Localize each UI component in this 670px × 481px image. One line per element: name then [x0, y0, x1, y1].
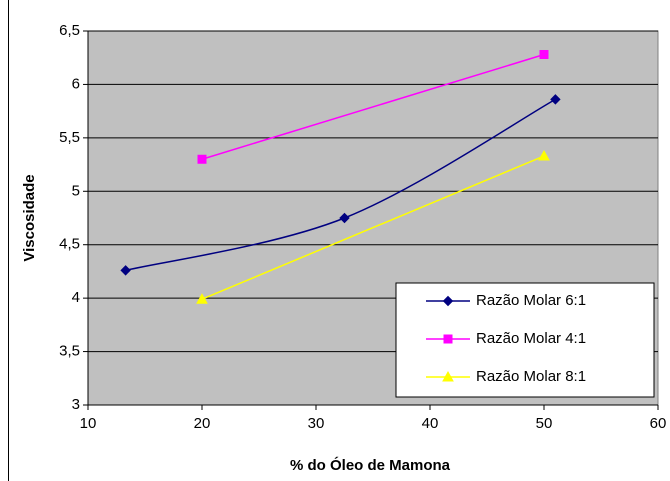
x-tick-label: 30 — [308, 415, 325, 432]
x-tick-label: 50 — [536, 415, 553, 432]
y-tick-label: 5,5 — [59, 129, 80, 146]
marker — [120, 265, 131, 276]
y-tick-label: 6 — [72, 75, 80, 92]
x-tick-label: 10 — [80, 415, 97, 432]
marker — [442, 370, 454, 382]
x-tick-label: 60 — [650, 415, 667, 432]
marker — [197, 154, 207, 164]
marker — [339, 212, 350, 224]
legend-label: Razão Molar 4:1 — [476, 330, 586, 347]
legend-label: Razão Molar 6:1 — [476, 292, 586, 309]
marker — [442, 295, 454, 307]
legend — [395, 282, 655, 398]
x-tick-label: 20 — [194, 415, 211, 432]
y-tick-label: 5 — [72, 182, 80, 199]
marker — [539, 50, 549, 60]
marker — [538, 149, 550, 161]
y-tick-label: 6,5 — [59, 22, 80, 39]
y-tick-label: 3,5 — [59, 343, 80, 360]
series-line — [201, 155, 545, 300]
y-tick-label: 4,5 — [59, 236, 80, 253]
marker — [550, 94, 561, 105]
legend-label: Razão Molar 8:1 — [476, 368, 586, 385]
y-tick-label: 3 — [72, 396, 80, 413]
series-line — [201, 53, 545, 160]
marker — [196, 293, 208, 304]
y-axis-label: Viscosidade — [21, 174, 38, 261]
marker — [443, 334, 453, 344]
x-axis-label: % do Óleo de Mamona — [290, 456, 451, 474]
y-tick-label: 4 — [72, 289, 80, 306]
x-tick-label: 40 — [422, 415, 439, 432]
